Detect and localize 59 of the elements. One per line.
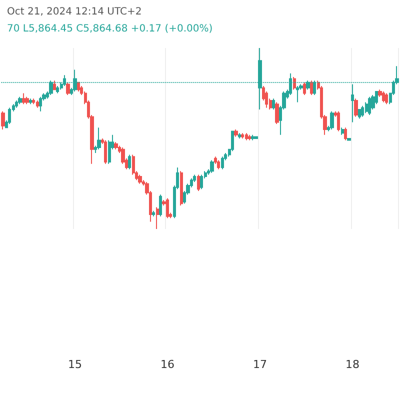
- candlestick: [238, 132, 241, 139]
- candlestick: [354, 98, 358, 118]
- candlestick: [337, 110, 340, 132]
- x-tick-label: 18: [345, 358, 360, 371]
- candlestick: [114, 142, 118, 150]
- candlestick: [217, 160, 220, 170]
- candlestick: [159, 194, 162, 217]
- chart-title: Oct 21, 2024 12:14 UTC+2: [7, 6, 142, 18]
- candlestick: [358, 109, 361, 120]
- candlestick: [200, 174, 203, 190]
- candlestick: [197, 174, 200, 192]
- x-tick-label: 16: [160, 358, 174, 371]
- candlestick: [382, 90, 385, 103]
- candlestick: [25, 96, 29, 105]
- candlestick: [1, 110, 5, 130]
- candlestick: [234, 128, 238, 138]
- candlestick: [303, 82, 306, 96]
- candlestick: [347, 138, 351, 141]
- candlestick: [368, 96, 371, 116]
- x-tick-label: 15: [68, 358, 82, 371]
- candlestick: [152, 210, 155, 217]
- candlestick: [8, 107, 11, 125]
- candlestick: [18, 96, 22, 105]
- candlestick: [128, 154, 131, 170]
- candlestick: [66, 82, 70, 96]
- candlestick: [248, 134, 251, 141]
- candlestick: [344, 127, 347, 141]
- candlestick: [22, 92, 25, 105]
- x-tick-label: 17: [252, 358, 267, 371]
- candlestick: [166, 198, 169, 219]
- candlestick: [251, 134, 255, 141]
- candlestick: [341, 127, 344, 136]
- candlestick: [97, 127, 101, 150]
- candlestick: [56, 86, 59, 94]
- candlestick: [36, 100, 39, 108]
- candlestick: [293, 76, 296, 90]
- candlestick: [180, 170, 183, 206]
- candlestick: [104, 140, 107, 164]
- candlestick: [77, 82, 80, 92]
- candlestick: [156, 206, 159, 230]
- candlestick: [296, 86, 299, 103]
- candlestick: [53, 80, 56, 90]
- candlestick: [39, 96, 42, 112]
- candlestick: [15, 100, 18, 108]
- candlestick: [210, 160, 214, 174]
- chart-subtitle: 70 L5,864.45 C5,864.68 +0.17 (+0.00%): [7, 24, 213, 34]
- candlestick: [241, 132, 244, 139]
- candlestick: [221, 156, 224, 170]
- candlestick: [29, 98, 32, 105]
- candlestick: [330, 110, 334, 130]
- candlestick: [245, 132, 248, 141]
- candlestick: [275, 102, 279, 125]
- candlestick: [255, 136, 258, 139]
- candlestick: [272, 98, 275, 110]
- candlestick: [310, 80, 313, 96]
- candlestick: [385, 92, 388, 105]
- candlestick: [32, 98, 35, 105]
- candlestick: [361, 105, 364, 118]
- candlestick: [138, 174, 142, 184]
